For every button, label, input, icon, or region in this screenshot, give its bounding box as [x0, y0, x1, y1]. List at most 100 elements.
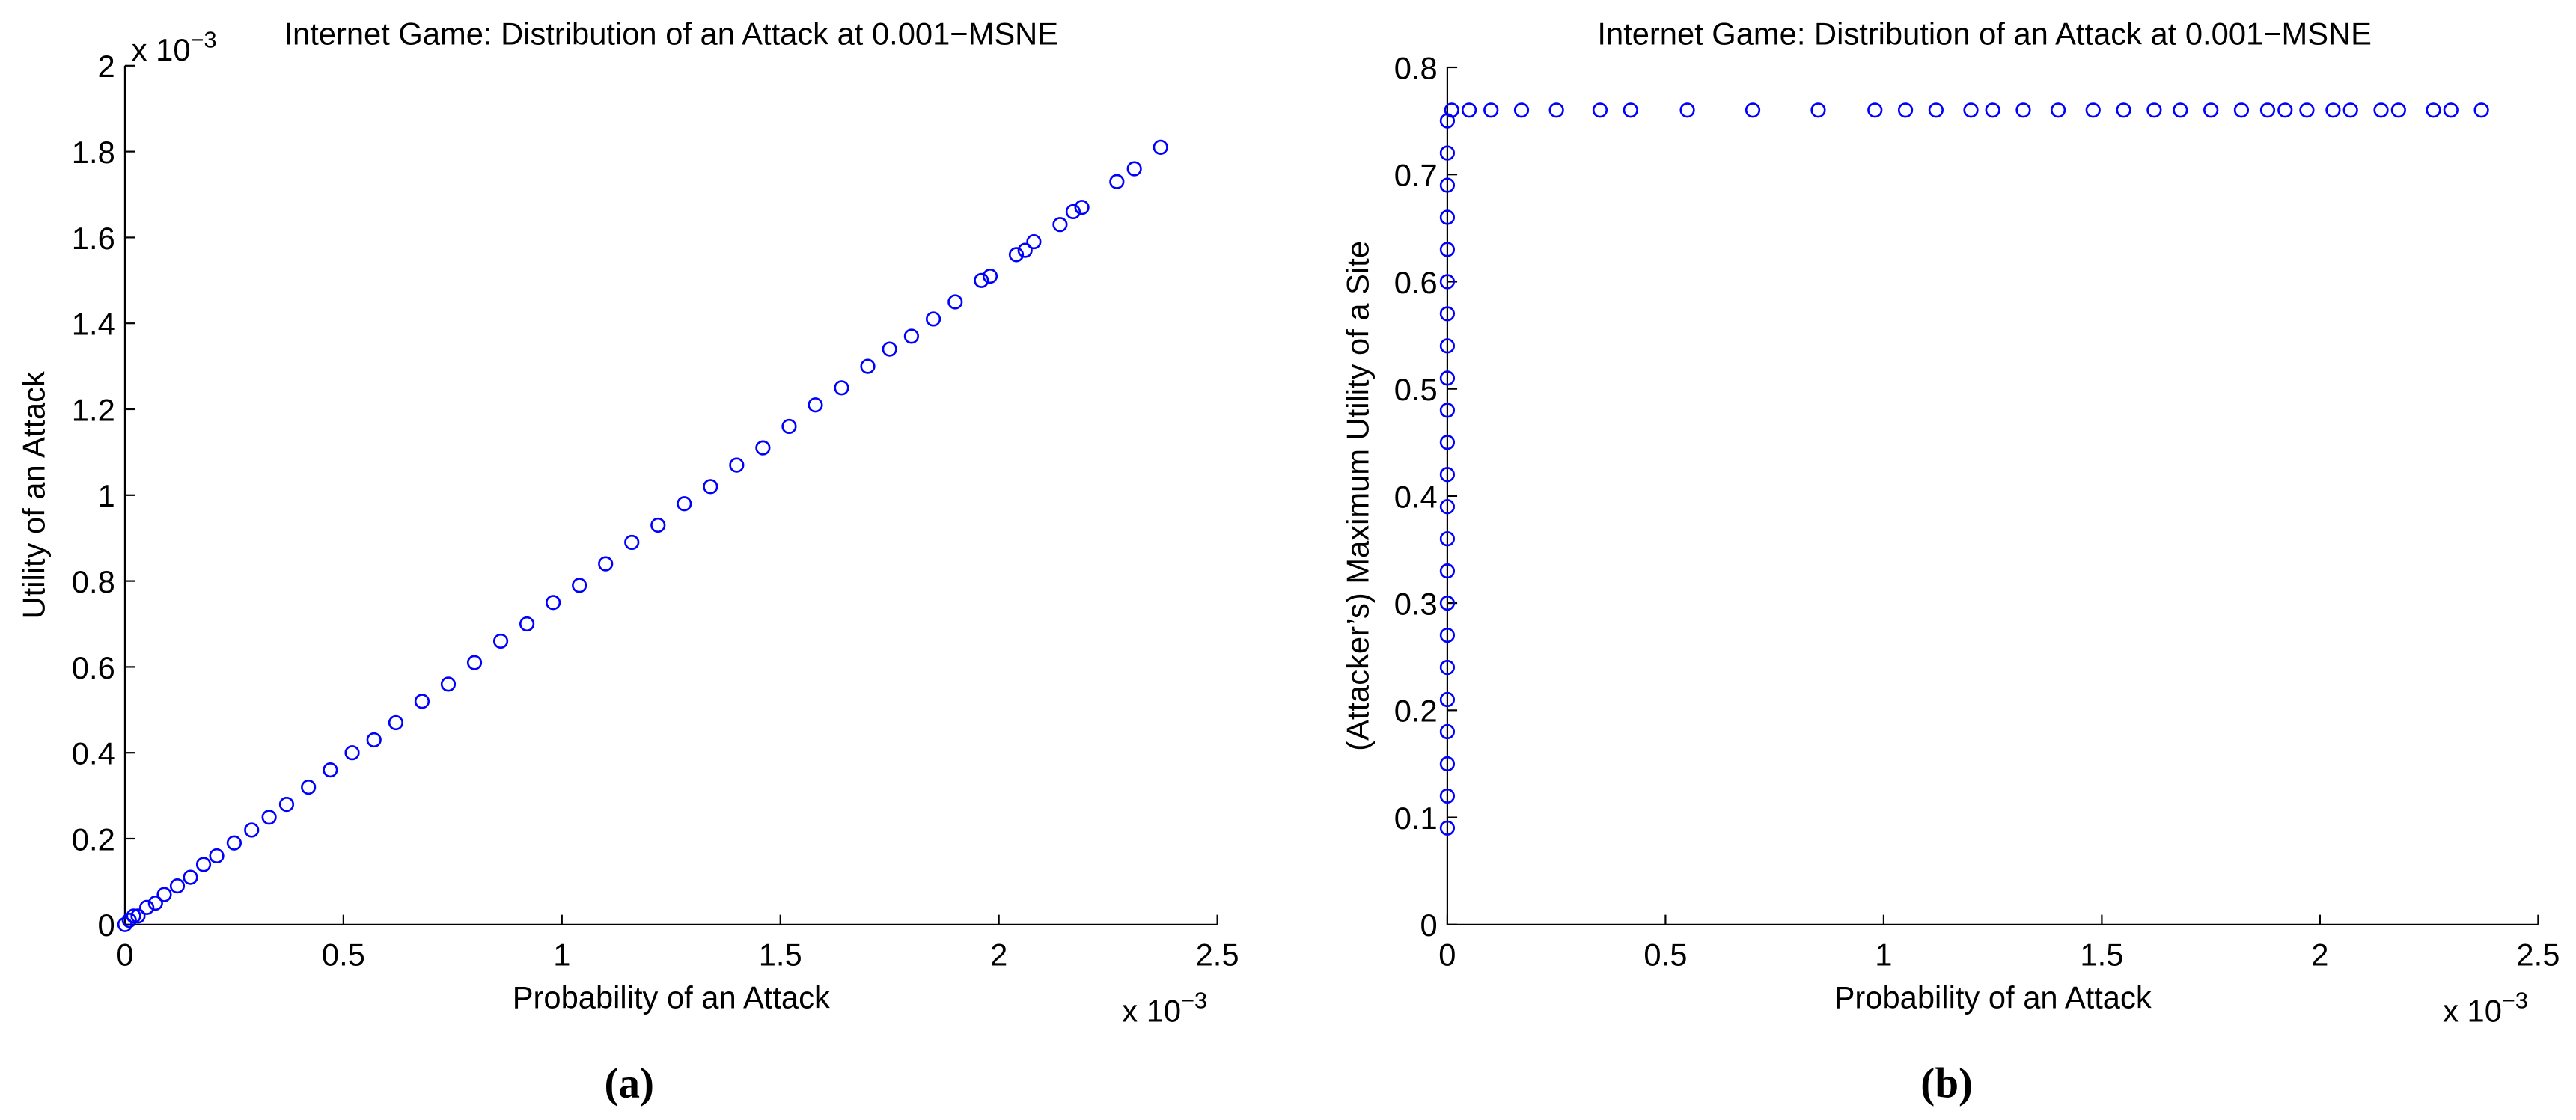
scatter-point: [323, 762, 338, 778]
scatter-point: [440, 676, 457, 692]
multiplier-exponent: −3: [2502, 988, 2528, 1014]
x-tick-label: 0: [1438, 937, 1456, 973]
scatter-point: [1008, 247, 1025, 263]
scatter-point: [2203, 102, 2219, 118]
x-tick-label: 0.5: [1643, 937, 1687, 973]
multiplier-base: x 10: [132, 32, 191, 67]
y-tick-label: 0.4: [1394, 479, 1438, 514]
y-tick-label: 2: [98, 49, 115, 84]
caption: (b): [1920, 1059, 1973, 1107]
scatter-point: [2116, 102, 2131, 118]
scatter-point: [519, 616, 535, 632]
scatter-point: [1439, 627, 1456, 643]
axis-multiplier: x 10−3: [2443, 988, 2528, 1029]
scatter-point: [1548, 102, 1564, 118]
scatter-point: [1065, 204, 1081, 220]
scatter-point: [624, 534, 640, 551]
scatter-point: [1074, 200, 1090, 215]
chart-title: Internet Game: Distribution of an Attack…: [1597, 16, 2372, 51]
scatter-point: [1897, 102, 1914, 118]
scatter-point: [2443, 102, 2459, 118]
scatter-point: [1439, 596, 1456, 611]
y-tick-label: 1.4: [72, 307, 115, 342]
scatter-point: [1439, 531, 1456, 547]
multiplier-base: x 10: [1122, 993, 1181, 1028]
x-tick-label: 2: [2311, 937, 2328, 973]
x-tick-label: 1: [553, 937, 570, 973]
scatter-point: [1810, 102, 1826, 118]
scatter-point: [1052, 217, 1068, 233]
scatter-point: [2146, 102, 2162, 118]
y-tick-label: 1.6: [72, 221, 115, 256]
scatter-point: [1963, 102, 1979, 118]
scatter-point: [183, 869, 198, 885]
scatter-point: [598, 556, 614, 572]
y-tick-label: 0.7: [1394, 158, 1438, 193]
scatter-point: [278, 796, 295, 813]
scatter-point: [466, 655, 483, 670]
scatter-point: [2277, 102, 2293, 118]
scatter-point: [117, 916, 133, 932]
y-tick-label: 0.6: [72, 650, 115, 685]
scatter-point: [808, 397, 823, 413]
scatter-point: [209, 848, 225, 864]
y-tick-label: 0.8: [1394, 50, 1438, 85]
y-tick-label: 0.4: [72, 736, 115, 771]
y-axis-label: (Attacker’s) Maximum Utility of a Site: [1340, 241, 1376, 751]
x-axis-label: Probability of an Attack: [1834, 980, 2152, 1015]
scatter-point: [130, 908, 146, 924]
x-tick-label: 2.5: [2516, 937, 2560, 973]
x-axis-label: Probability of an Attack: [513, 980, 830, 1015]
y-tick-label: 0.3: [1394, 586, 1438, 621]
scatter-point: [974, 272, 989, 288]
scatter-point: [1439, 403, 1456, 418]
scatter-point: [2473, 102, 2489, 118]
scatter-point: [834, 380, 849, 396]
scatter-point: [882, 341, 897, 357]
y-tick-label: 0.2: [72, 821, 115, 857]
scatter-point: [388, 714, 404, 731]
scatter-point: [1483, 102, 1499, 118]
x-tick-label: 1.5: [2080, 937, 2123, 973]
scatter-point: [2390, 102, 2406, 118]
scatter-point: [2299, 102, 2315, 118]
scatter-point: [1444, 102, 1459, 118]
scatter-point: [1439, 338, 1456, 354]
x-tick-label: 1.5: [759, 937, 802, 973]
scatter-point: [1439, 306, 1456, 322]
multiplier-exponent: −3: [1181, 988, 1207, 1014]
scatter-point: [1017, 242, 1033, 258]
scatter-point: [147, 895, 163, 911]
scatter-point: [195, 857, 212, 872]
scatter-point: [226, 835, 242, 851]
y-tick-label: 1: [98, 478, 115, 513]
scatter-point: [1679, 102, 1695, 118]
x-tick-label: 2.5: [1196, 937, 1239, 973]
multiplier-base: x 10: [2443, 993, 2502, 1028]
scatter-point: [1439, 820, 1456, 836]
scatter-point: [244, 822, 260, 838]
scatter-point: [344, 745, 360, 761]
y-tick-label: 0.2: [1394, 694, 1438, 729]
scatter-point: [546, 595, 561, 611]
scatter-point: [1439, 435, 1456, 450]
scatter-point: [677, 496, 692, 512]
scatter-point: [1439, 723, 1456, 740]
scatter-point: [156, 887, 172, 902]
y-tick-label: 1.2: [72, 392, 115, 427]
scatter-point: [1439, 274, 1456, 290]
scatter-point: [650, 517, 666, 533]
scatter-point: [2173, 102, 2188, 118]
y-axis-label: Utility of an Attack: [16, 371, 51, 619]
scatter-point: [1513, 102, 1530, 118]
scatter-point: [1439, 242, 1456, 257]
scatter-point: [2325, 102, 2341, 118]
x-tick-label: 0.5: [322, 937, 365, 973]
scatter-point: [1153, 139, 1168, 155]
scatter-point: [1461, 102, 1477, 118]
x-tick-label: 1: [1875, 937, 1892, 973]
scatter-point: [903, 328, 919, 344]
scatter-point: [1109, 174, 1125, 189]
y-tick-label: 0.5: [1394, 372, 1438, 407]
